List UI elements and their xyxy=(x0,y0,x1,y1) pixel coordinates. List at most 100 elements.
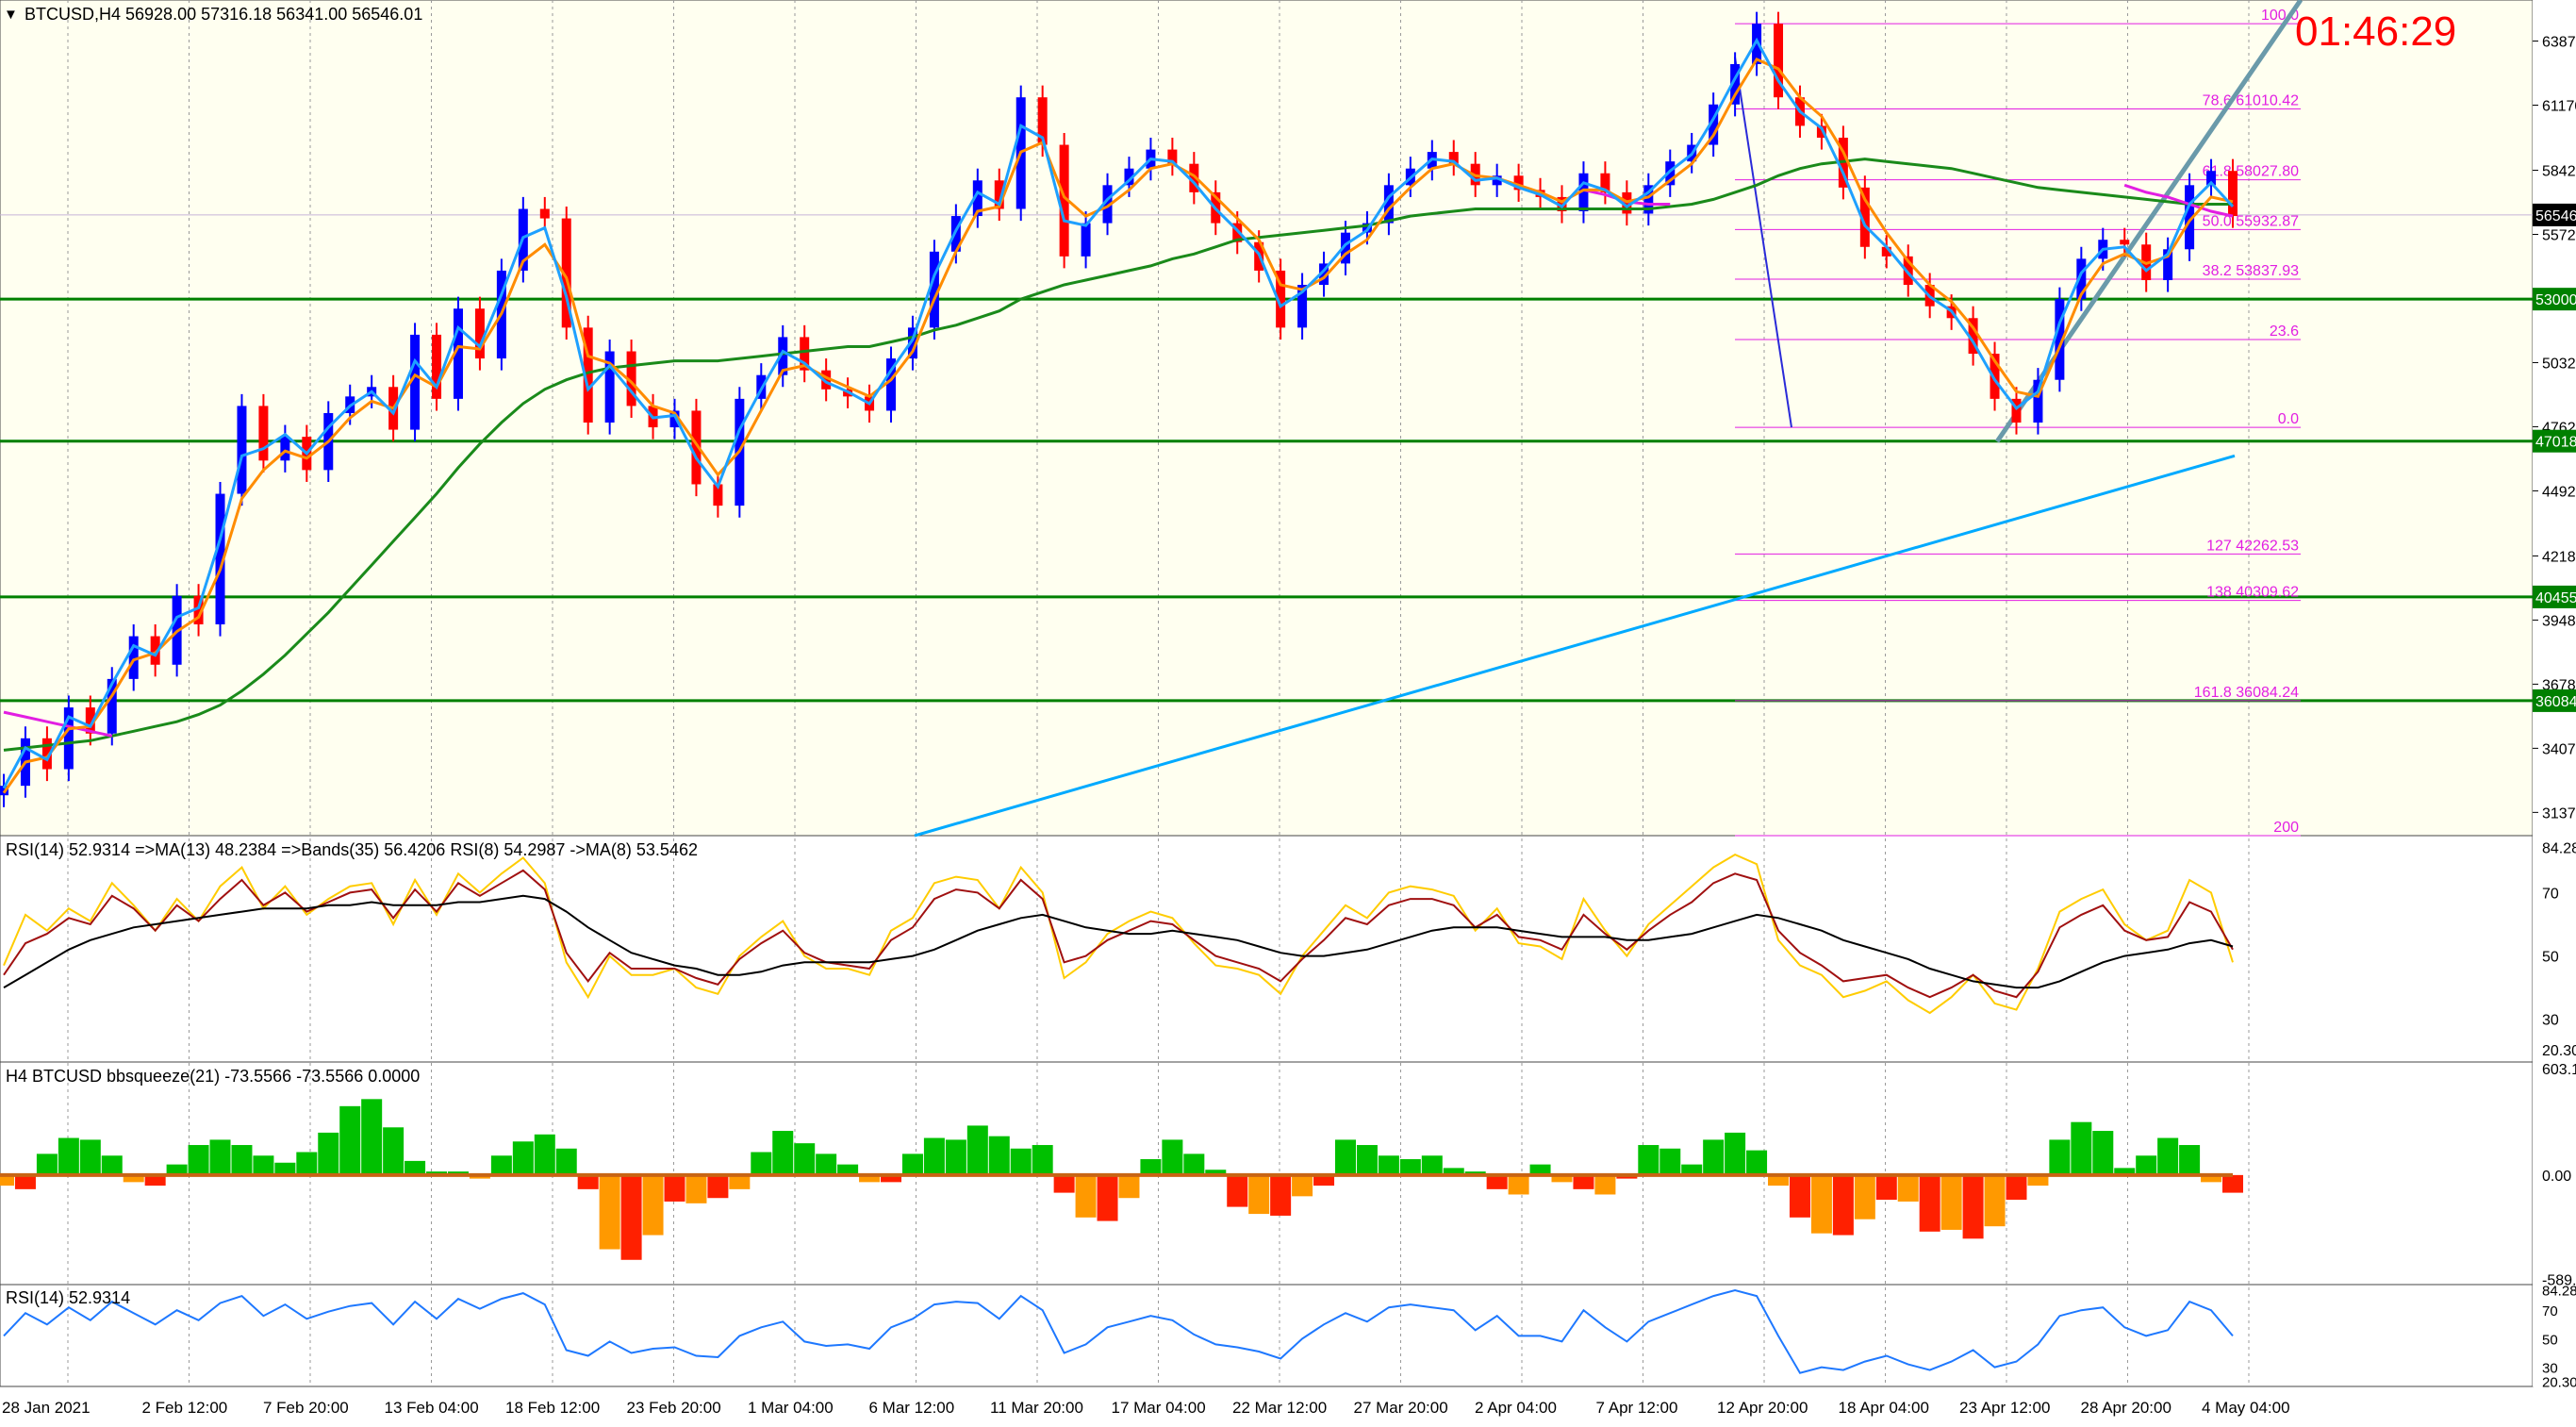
candle-body xyxy=(1903,256,1913,286)
squeeze-bar xyxy=(2027,1174,2049,1186)
candle-body xyxy=(410,334,421,430)
squeeze-bar xyxy=(188,1145,209,1175)
candle-body xyxy=(1513,175,1524,191)
squeeze-bar xyxy=(58,1137,79,1175)
squeeze-bar xyxy=(685,1174,707,1203)
candle-body xyxy=(778,337,788,375)
candle-body xyxy=(215,493,225,624)
rsi-y-tick-label: 30 xyxy=(2542,1013,2559,1029)
ema-mid-line xyxy=(2,57,2234,794)
fib-level-label: 50.0 55932.87 xyxy=(2203,213,2299,229)
squeeze-bar xyxy=(0,1174,14,1186)
squeeze-bar xyxy=(1227,1174,1248,1207)
squeeze-bar xyxy=(123,1174,144,1183)
squeeze-bar xyxy=(837,1164,859,1175)
fib-level-label: 161.8 36084.24 xyxy=(2194,685,2299,701)
squeeze-bar xyxy=(1768,1174,1790,1186)
squeeze-bar xyxy=(664,1174,685,1202)
squeeze-bar xyxy=(1962,1174,1984,1239)
candle-body xyxy=(1232,223,1243,242)
candle-body xyxy=(2076,258,2087,300)
squeeze-bar xyxy=(383,1127,405,1175)
candle-body xyxy=(1297,285,1308,328)
squeeze-bar xyxy=(1378,1155,1399,1175)
squeeze-bar xyxy=(577,1174,599,1189)
candle-body xyxy=(669,410,680,428)
squeeze-bar xyxy=(512,1141,534,1175)
x-tick-label: 18 Apr 04:00 xyxy=(1839,1399,1929,1417)
squeeze-bar xyxy=(144,1174,166,1186)
squeeze-bar xyxy=(14,1174,36,1189)
squeeze-bar xyxy=(253,1155,274,1175)
candle-body xyxy=(1643,185,1654,214)
squeeze-bar xyxy=(1508,1174,1529,1195)
squeeze-bar xyxy=(1854,1174,1875,1220)
candle-body xyxy=(2206,171,2217,186)
squeeze-bar xyxy=(1746,1150,1768,1175)
squeeze-bar xyxy=(339,1105,361,1175)
rsi-header: RSI(14) 52.9314 =>MA(13) 48.2384 =>Bands… xyxy=(6,840,698,859)
candle-body xyxy=(2185,185,2195,250)
rsi-y-tick-label: 70 xyxy=(2542,886,2559,902)
squeeze-bar xyxy=(36,1153,58,1175)
squeeze-bar xyxy=(1660,1148,1681,1175)
squeeze-bar xyxy=(2222,1174,2243,1193)
current-price-tag xyxy=(2533,203,2576,226)
squeeze-bar xyxy=(1443,1168,1464,1175)
squeeze-bar xyxy=(620,1174,642,1260)
squeeze-bar xyxy=(1875,1174,1897,1201)
candle-body xyxy=(2033,379,2043,423)
candle-body xyxy=(107,678,117,734)
squeeze-bar xyxy=(361,1099,383,1175)
sort-icon[interactable]: ▼ xyxy=(4,7,18,23)
rsi2-pane xyxy=(0,1284,2534,1387)
x-tick-label: 27 Mar 20:00 xyxy=(1354,1399,1448,1417)
squeeze-bar xyxy=(274,1162,296,1175)
candle-body xyxy=(280,437,290,461)
squeeze-bar xyxy=(1313,1174,1335,1186)
candle-body xyxy=(1578,173,1589,212)
squeeze-bar xyxy=(1334,1139,1356,1175)
squeeze-bar xyxy=(1292,1174,1313,1197)
candle-body xyxy=(539,208,550,219)
candle-body xyxy=(1730,63,1741,105)
candle-body xyxy=(994,180,1004,209)
squeeze-bar xyxy=(945,1139,966,1175)
squeeze-bar xyxy=(2049,1139,2071,1175)
squeeze-bar xyxy=(2006,1174,2027,1201)
squeeze-bar xyxy=(2114,1168,2136,1175)
squeeze-plot xyxy=(0,1099,2243,1260)
squeeze-bar xyxy=(794,1143,816,1175)
level-price-label: 36084.93 xyxy=(2535,694,2576,710)
rsi2-header: RSI(14) 52.9314 xyxy=(6,1288,130,1307)
y-tick-label: 58428.00 xyxy=(2542,164,2576,180)
candle-body xyxy=(2120,240,2130,245)
candle-body xyxy=(1059,144,1069,257)
squeeze-y-tick-label: 0.00 xyxy=(2542,1169,2571,1185)
candle-body xyxy=(1081,223,1091,257)
ema-fast-line xyxy=(2,37,2235,789)
candle-body xyxy=(128,636,139,679)
squeeze-bar xyxy=(1810,1174,1832,1234)
y-tick-label: 55727.25 xyxy=(2542,228,2576,244)
rsi2-y-tick-label: 84.2819 xyxy=(2542,1284,2576,1300)
squeeze-bar xyxy=(1984,1174,2006,1227)
candle-body xyxy=(1276,270,1286,328)
rsi-y-tick-label: 20.3012 xyxy=(2542,1043,2576,1059)
candle-body xyxy=(1557,196,1567,212)
candle-body xyxy=(1881,246,1891,257)
x-tick-label: 7 Apr 12:00 xyxy=(1596,1399,1678,1417)
level-price-tag xyxy=(2533,288,2576,311)
squeeze-bar xyxy=(1681,1164,1703,1175)
squeeze-bar xyxy=(1789,1174,1810,1218)
rsi-plot xyxy=(3,853,2234,1015)
squeeze-bar xyxy=(859,1174,881,1183)
candle-body xyxy=(1340,232,1350,264)
squeeze-y-tick-label: 603.168 xyxy=(2542,1062,2576,1078)
candle-body xyxy=(972,180,983,217)
squeeze-bar xyxy=(296,1152,318,1175)
